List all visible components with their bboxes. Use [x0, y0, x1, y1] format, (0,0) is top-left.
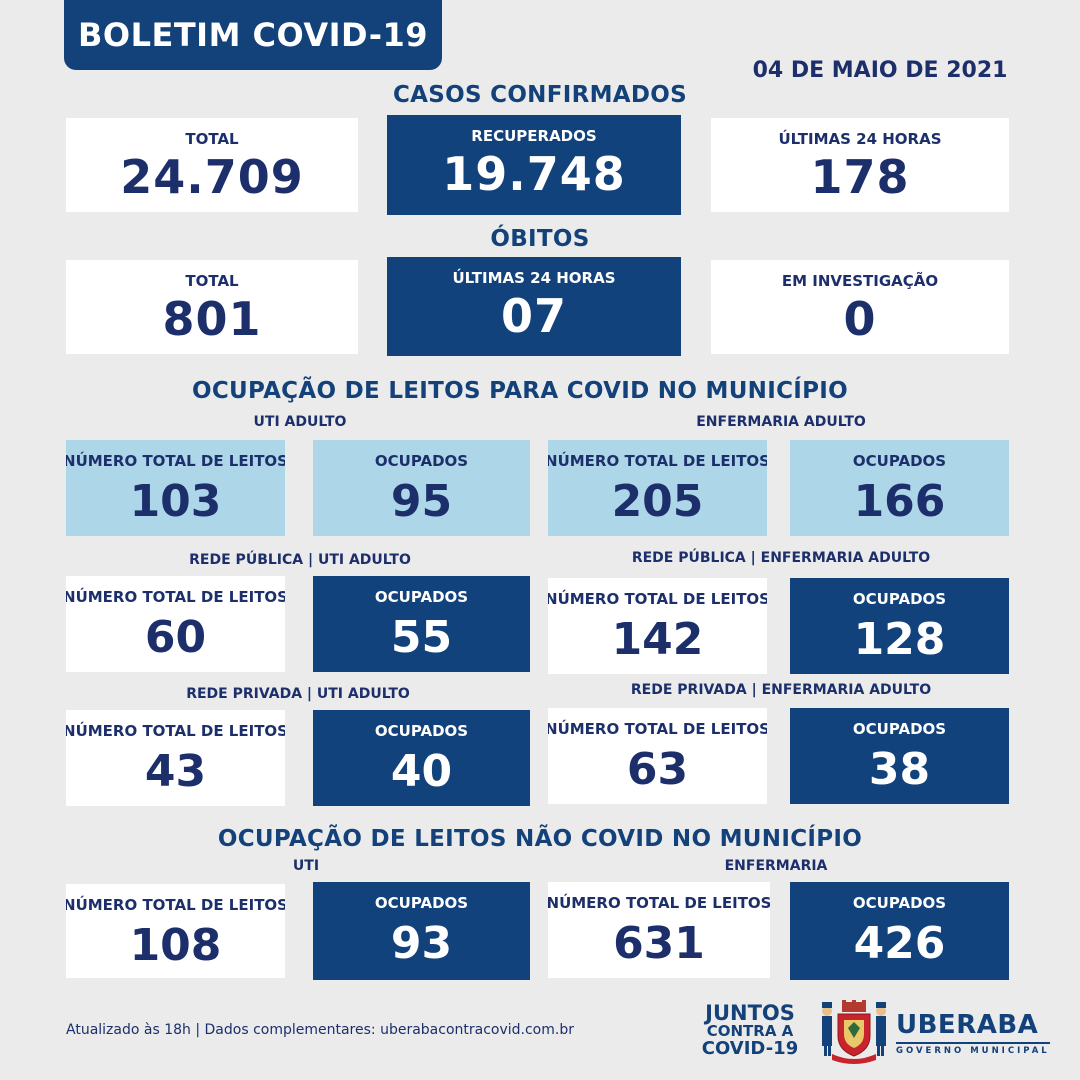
- card-value: 205: [611, 476, 704, 527]
- card-pub-uti-total: NÚMERO TOTAL DE LEITOS 60: [66, 576, 285, 672]
- card-priv-enf-total: NÚMERO TOTAL DE LEITOS 63: [548, 708, 767, 804]
- section-title-casos: CASOS CONFIRMADOS: [392, 82, 688, 108]
- card-priv-uti-total: NÚMERO TOTAL DE LEITOS 43: [66, 710, 285, 806]
- section-title-obitos: ÓBITOS: [490, 226, 590, 252]
- card-casos-24h: ÚLTIMAS 24 HORAS 178: [711, 118, 1009, 212]
- card-value: 166: [853, 476, 946, 527]
- card-label: NÚMERO TOTAL DE LEITOS: [548, 452, 767, 470]
- card-value: 108: [129, 920, 222, 971]
- card-enf-adulto-total: NÚMERO TOTAL DE LEITOS 205: [548, 440, 767, 536]
- card-uti-adulto-ocupados: OCUPADOS 95: [313, 440, 530, 536]
- subtitle-pub-enf: REDE PÚBLICA | ENFERMARIA ADULTO: [631, 550, 931, 566]
- card-label: NÚMERO TOTAL DE LEITOS: [66, 452, 285, 470]
- footer-updated-text: Atualizado às 18h | Dados complementares…: [66, 1022, 574, 1038]
- card-obitos-investigacao: EM INVESTIGAÇÃO 0: [711, 260, 1009, 354]
- card-value: 103: [129, 476, 222, 527]
- card-label: OCUPADOS: [374, 452, 469, 470]
- card-value: 142: [611, 614, 704, 665]
- card-label: OCUPADOS: [374, 722, 469, 740]
- card-enf-adulto-ocupados: OCUPADOS 166: [790, 440, 1009, 536]
- subtitle-priv-uti: REDE PRIVADA | UTI ADULTO: [186, 686, 410, 702]
- campaign-line-2: CONTRA A: [706, 1022, 794, 1041]
- card-label: OCUPADOS: [852, 452, 947, 470]
- card-value: 55: [390, 612, 453, 663]
- card-value: 60: [144, 612, 207, 663]
- card-priv-enf-ocupados: OCUPADOS 38: [790, 708, 1009, 804]
- card-pub-enf-total: NÚMERO TOTAL DE LEITOS 142: [548, 578, 767, 674]
- card-priv-uti-ocupados: OCUPADOS 40: [313, 710, 530, 806]
- campaign-line-3: COVID-19: [701, 1037, 799, 1059]
- campaign-logo: JUNTOS CONTRA A COVID-19: [700, 1002, 800, 1059]
- card-label: OCUPADOS: [374, 588, 469, 606]
- card-nao-covid-enf-ocupados: OCUPADOS 426: [790, 882, 1009, 980]
- card-pub-uti-ocupados: OCUPADOS 55: [313, 576, 530, 672]
- section-title-leitos-nao-covid: OCUPAÇÃO DE LEITOS NÃO COVID NO MUNICÍPI…: [217, 826, 863, 852]
- card-label: RECUPERADOS: [471, 127, 597, 145]
- card-value: 63: [626, 744, 689, 795]
- bulletin-title: BOLETIM COVID-19: [64, 0, 442, 70]
- card-label: OCUPADOS: [852, 720, 947, 738]
- card-value: 93: [390, 918, 453, 969]
- card-value: 178: [810, 150, 910, 204]
- card-value: 24.709: [120, 150, 304, 204]
- card-nao-covid-uti-ocupados: OCUPADOS 93: [313, 882, 530, 980]
- card-value: 38: [868, 744, 931, 795]
- card-label: OCUPADOS: [374, 894, 469, 912]
- card-value: 801: [162, 292, 262, 346]
- card-label: NÚMERO TOTAL DE LEITOS: [66, 896, 285, 914]
- subtitle-uti: UTI: [292, 858, 320, 874]
- card-label: NÚMERO TOTAL DE LEITOS: [548, 720, 767, 738]
- card-label: TOTAL: [185, 130, 239, 148]
- city-name: UBERABA: [896, 1010, 1039, 1040]
- bulletin-date: 04 DE MAIO DE 2021: [752, 58, 1008, 83]
- card-uti-adulto-total: NÚMERO TOTAL DE LEITOS 103: [66, 440, 285, 536]
- card-pub-enf-ocupados: OCUPADOS 128: [790, 578, 1009, 674]
- card-label: NÚMERO TOTAL DE LEITOS: [548, 894, 770, 912]
- card-obitos-24h: ÚLTIMAS 24 HORAS 07: [387, 257, 681, 356]
- city-logo: UBERABA GOVERNO MUNICIPAL: [896, 1010, 1050, 1056]
- card-value: 19.748: [442, 147, 626, 201]
- card-label: TOTAL: [185, 272, 239, 290]
- card-casos-recuperados: RECUPERADOS 19.748: [387, 115, 681, 215]
- card-label: NÚMERO TOTAL DE LEITOS: [548, 590, 767, 608]
- card-label: EM INVESTIGAÇÃO: [781, 272, 939, 290]
- card-value: 40: [390, 746, 453, 797]
- card-label: OCUPADOS: [852, 590, 947, 608]
- card-value: 43: [144, 746, 207, 797]
- subtitle-enf-adulto: ENFERMARIA ADULTO: [696, 414, 866, 430]
- city-government-label: GOVERNO MUNICIPAL: [896, 1042, 1050, 1056]
- card-nao-covid-enf-total: NÚMERO TOTAL DE LEITOS 631: [548, 882, 770, 978]
- card-obitos-total: TOTAL 801: [66, 260, 358, 354]
- card-label: NÚMERO TOTAL DE LEITOS: [66, 722, 285, 740]
- city-coat-of-arms-icon: [818, 998, 890, 1064]
- card-label: ÚLTIMAS 24 HORAS: [452, 269, 616, 287]
- card-label: ÚLTIMAS 24 HORAS: [778, 130, 942, 148]
- subtitle-enfermaria: ENFERMARIA: [724, 858, 828, 874]
- card-label: OCUPADOS: [852, 894, 947, 912]
- section-title-leitos-covid: OCUPAÇÃO DE LEITOS PARA COVID NO MUNICÍP…: [192, 378, 848, 404]
- card-value: 426: [853, 918, 946, 969]
- card-value: 0: [843, 292, 877, 346]
- card-value: 631: [613, 918, 705, 969]
- card-value: 07: [500, 289, 567, 343]
- subtitle-uti-adulto: UTI ADULTO: [253, 414, 347, 430]
- campaign-line-1: JUNTOS: [705, 1001, 795, 1025]
- card-value: 128: [853, 614, 946, 665]
- card-value: 95: [390, 476, 453, 527]
- subtitle-priv-enf: REDE PRIVADA | ENFERMARIA ADULTO: [630, 682, 932, 698]
- card-casos-total: TOTAL 24.709: [66, 118, 358, 212]
- card-nao-covid-uti-total: NÚMERO TOTAL DE LEITOS 108: [66, 884, 285, 978]
- subtitle-pub-uti: REDE PÚBLICA | UTI ADULTO: [189, 552, 411, 568]
- card-label: NÚMERO TOTAL DE LEITOS: [66, 588, 285, 606]
